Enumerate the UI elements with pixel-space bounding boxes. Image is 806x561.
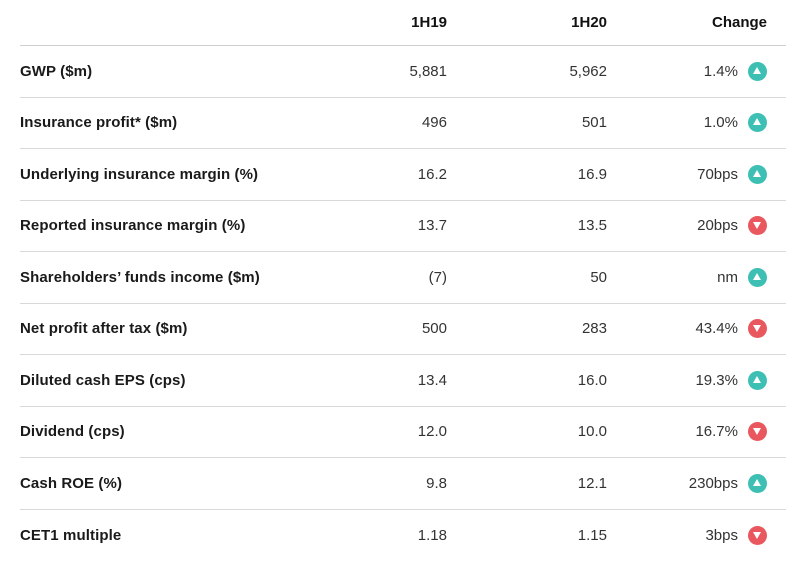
row-change-value: 19.3% [695,372,738,389]
row-change-cell: nm [607,268,767,287]
row-label: GWP ($m) [20,63,345,80]
row-value-1h20: 501 [447,114,607,131]
row-value-1h19: 9.8 [345,475,447,492]
row-value-1h20: 13.5 [447,217,607,234]
row-change-cell: 16.7% [607,422,767,441]
row-label: Underlying insurance margin (%) [20,166,345,183]
row-value-1h20: 1.15 [447,527,607,544]
row-change-cell: 20bps [607,216,767,235]
row-value-1h20: 16.0 [447,372,607,389]
row-change-value: 1.4% [704,63,738,80]
row-label: Insurance profit* ($m) [20,114,345,131]
row-change-value: 1.0% [704,114,738,131]
triangle-up-icon [748,165,767,184]
row-label: Reported insurance margin (%) [20,217,345,234]
triangle-up-icon [748,62,767,81]
row-value-1h19: 500 [345,320,447,337]
table-row: Shareholders’ funds income ($m)(7)50 nm [20,252,786,304]
header-1h19: 1H19 [345,14,447,31]
header-change: Change [607,14,767,31]
row-change-cell: 1.4% [607,62,767,81]
header-1h20: 1H20 [447,14,607,31]
header-change-label: Change [712,14,767,31]
row-value-1h20: 10.0 [447,423,607,440]
row-value-1h19: 13.7 [345,217,447,234]
row-change-value: 43.4% [695,320,738,337]
row-label: Diluted cash EPS (cps) [20,372,345,389]
row-value-1h20: 12.1 [447,475,607,492]
row-label: Cash ROE (%) [20,475,345,492]
row-label: Shareholders’ funds income ($m) [20,269,345,286]
row-value-1h19: 1.18 [345,527,447,544]
row-change-value: 20bps [697,217,738,234]
row-change-cell: 1.0% [607,113,767,132]
triangle-down-icon [748,319,767,338]
triangle-up-icon [748,113,767,132]
row-change-cell: 43.4% [607,319,767,338]
row-change-value: 16.7% [695,423,738,440]
row-value-1h20: 50 [447,269,607,286]
row-change-value: nm [717,269,738,286]
row-label: Dividend (cps) [20,423,345,440]
row-change-value: 3bps [705,527,738,544]
row-change-value: 70bps [697,166,738,183]
row-value-1h20: 283 [447,320,607,337]
row-label: CET1 multiple [20,527,345,544]
table-header: 1H19 1H20 Change [20,0,786,46]
row-value-1h19: 16.2 [345,166,447,183]
row-value-1h19: 5,881 [345,63,447,80]
row-value-1h19: 13.4 [345,372,447,389]
row-change-cell: 3bps [607,526,767,545]
triangle-down-icon [748,216,767,235]
row-change-cell: 70bps [607,165,767,184]
row-change-value: 230bps [689,475,738,492]
row-value-1h20: 5,962 [447,63,607,80]
triangle-up-icon [748,268,767,287]
row-value-1h19: 12.0 [345,423,447,440]
triangle-down-icon [748,526,767,545]
row-label: Net profit after tax ($m) [20,320,345,337]
row-value-1h19: 496 [345,114,447,131]
row-change-cell: 19.3% [607,371,767,390]
row-value-1h20: 16.9 [447,166,607,183]
row-value-1h19: (7) [345,269,447,286]
triangle-down-icon [748,422,767,441]
row-change-cell: 230bps [607,474,767,493]
triangle-up-icon [748,474,767,493]
triangle-up-icon [748,371,767,390]
